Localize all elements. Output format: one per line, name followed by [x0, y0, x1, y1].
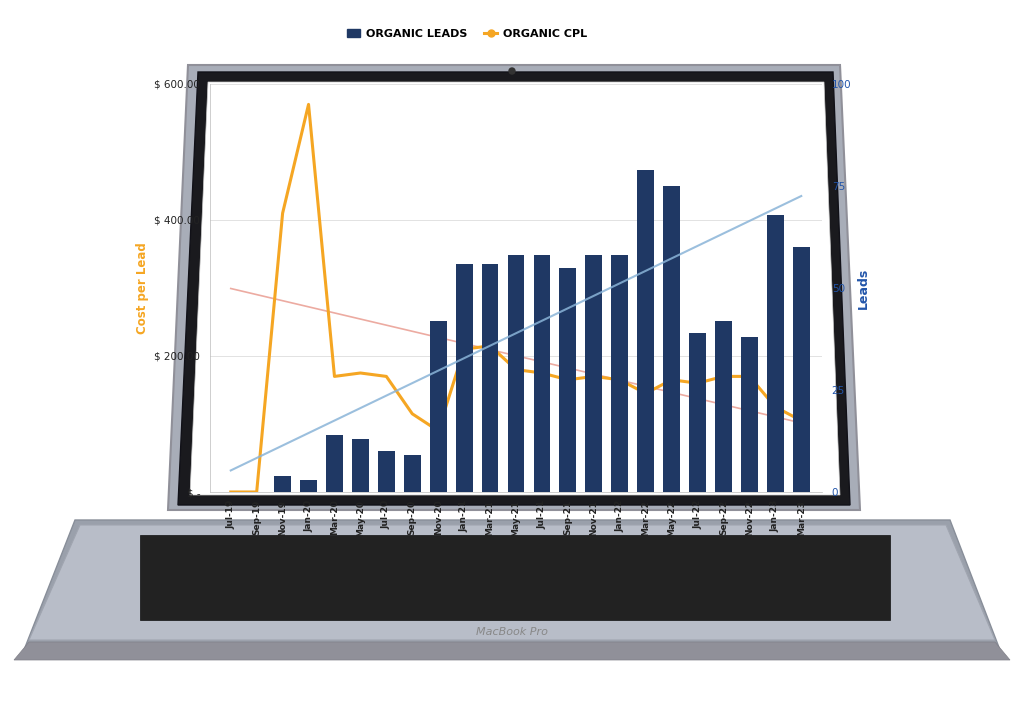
- Polygon shape: [190, 82, 840, 495]
- Bar: [715, 321, 732, 492]
- Bar: [430, 321, 446, 492]
- Polygon shape: [178, 72, 850, 505]
- Bar: [508, 255, 524, 492]
- Polygon shape: [29, 525, 995, 640]
- Bar: [378, 451, 395, 492]
- Bar: [403, 455, 421, 492]
- Polygon shape: [168, 65, 860, 510]
- Bar: [741, 337, 758, 492]
- Bar: [664, 186, 680, 492]
- Legend: ORGANIC LEADS, ORGANIC CPL: ORGANIC LEADS, ORGANIC CPL: [343, 24, 592, 43]
- Bar: [481, 264, 499, 492]
- Bar: [611, 255, 628, 492]
- Bar: [300, 480, 317, 492]
- Bar: [534, 255, 550, 492]
- Bar: [352, 439, 369, 492]
- Circle shape: [509, 68, 515, 74]
- Polygon shape: [140, 535, 890, 620]
- Y-axis label: Cost per Lead: Cost per Lead: [136, 242, 148, 334]
- Bar: [689, 333, 706, 492]
- Bar: [456, 264, 472, 492]
- Bar: [326, 435, 343, 492]
- Y-axis label: Leads: Leads: [857, 267, 870, 309]
- Polygon shape: [14, 642, 1010, 660]
- Bar: [559, 268, 577, 492]
- Text: MacBook Pro: MacBook Pro: [476, 627, 548, 637]
- Bar: [793, 247, 810, 492]
- Bar: [274, 476, 291, 492]
- Bar: [767, 214, 783, 492]
- Bar: [637, 170, 654, 492]
- Bar: [586, 255, 602, 492]
- Polygon shape: [24, 520, 1000, 650]
